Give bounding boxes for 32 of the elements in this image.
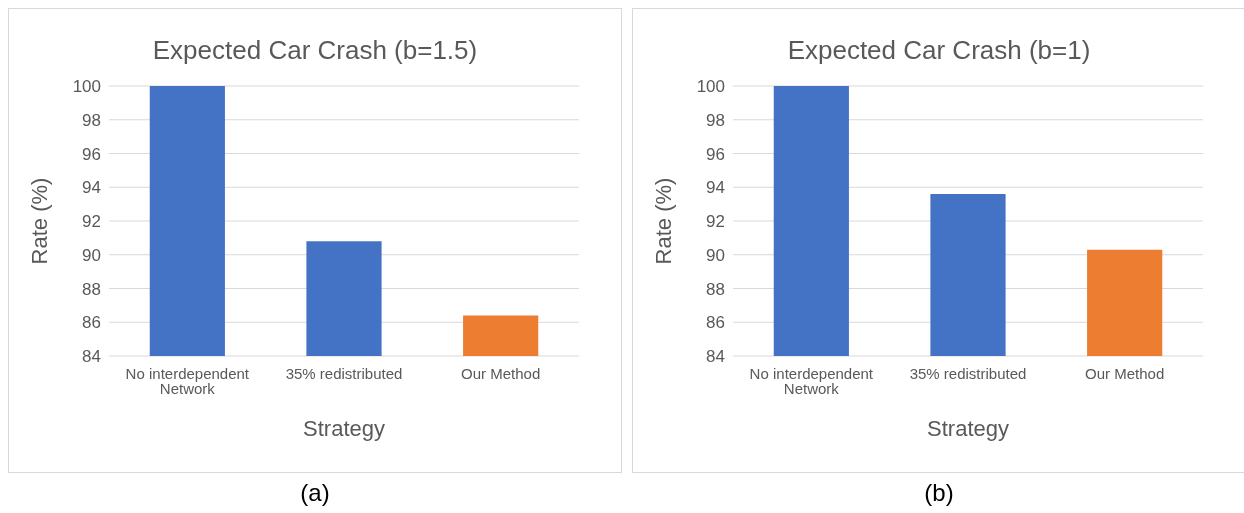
y-axis-title: Rate (%) [26, 177, 52, 265]
y-tick-label: 100 [696, 77, 725, 97]
y-tick-label: 92 [706, 212, 725, 232]
y-tick-label: 84 [82, 347, 101, 367]
y-tick-label: 94 [706, 178, 725, 198]
x-tick-label: Our Method [1085, 364, 1165, 382]
y-tick-label: 86 [706, 313, 725, 333]
y-tick-label: 98 [706, 110, 725, 130]
y-tick-label: 90 [82, 245, 101, 265]
y-tick-label: 92 [82, 212, 101, 232]
x-axis-title: Strategy [303, 416, 385, 441]
y-tick-label: 94 [82, 178, 101, 198]
y-tick-label: 98 [82, 110, 101, 130]
text: (b) [923, 479, 955, 507]
chart-title: Expected Car Crash (b=1.5) [151, 35, 479, 66]
x-tick-label: Our Method [461, 364, 541, 382]
x-tick-label: 35% redistributed [285, 364, 403, 382]
y-tick-label: 96 [706, 144, 725, 164]
y-tick-label: 100 [72, 77, 101, 97]
text: (a) [299, 479, 331, 507]
chart-title: Expected Car Crash (b=1) [786, 35, 1092, 66]
y-tick-label: 86 [82, 313, 101, 333]
y-axis-title: Rate (%) [650, 177, 676, 265]
x-tick-label: No interdependent Network [749, 364, 874, 397]
y-tick-label: 88 [82, 279, 101, 299]
x-axis-title: Strategy [927, 416, 1009, 441]
x-tick-label: 35% redistributed [909, 364, 1027, 382]
y-tick-label: 96 [82, 144, 101, 164]
y-tick-label: 88 [706, 279, 725, 299]
y-tick-label: 90 [706, 245, 725, 265]
x-tick-label: No interdependent Network [125, 364, 250, 397]
y-tick-label: 84 [706, 347, 725, 367]
